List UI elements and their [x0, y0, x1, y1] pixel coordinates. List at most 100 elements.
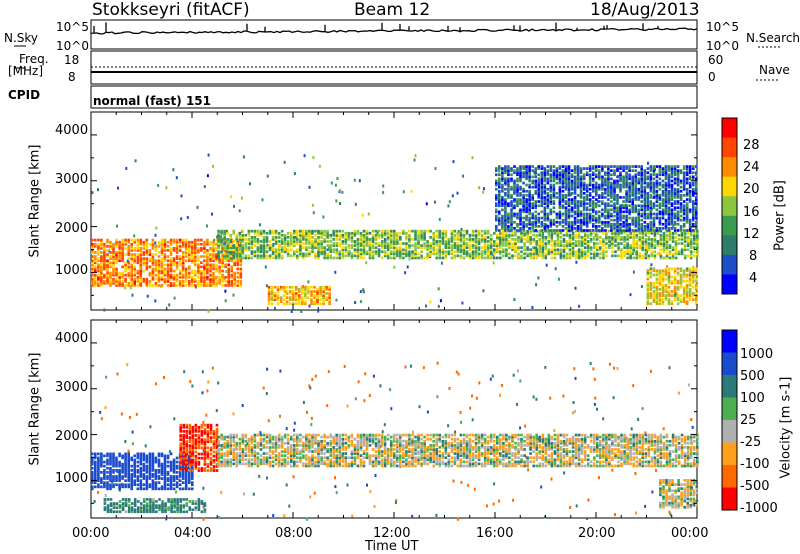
power-cell-0: [206, 259, 209, 263]
power-cell-4: [673, 165, 677, 168]
velocity-cell-0: [91, 462, 94, 466]
power-cell-0: [130, 271, 133, 275]
power-cell-2: [295, 296, 298, 299]
power-cell-4: [640, 229, 643, 232]
power-cell-4: [552, 175, 556, 179]
power-cell-4: [564, 175, 568, 179]
power-cell-4: [501, 200, 504, 203]
power-cell-4: [622, 179, 625, 183]
power-cell-0: [145, 242, 149, 246]
power-cell-0: [97, 280, 100, 283]
power-cell-4: [598, 214, 601, 218]
power-cell-2: [307, 296, 310, 299]
power-cell-3: [664, 267, 668, 271]
power-cell-1: [290, 231, 293, 235]
power-cell-2: [310, 302, 313, 306]
power-cell-4: [670, 185, 674, 189]
power-cell-4: [619, 173, 622, 177]
power-cell-0: [215, 265, 218, 269]
power-cell-3: [661, 273, 665, 277]
power-cell-4: [498, 165, 501, 168]
power-cell-1: [526, 240, 529, 243]
power-cell-2: [267, 302, 271, 306]
power-cell-4: [564, 171, 568, 175]
power-cell-1: [441, 236, 445, 239]
power-cell-0: [215, 269, 218, 273]
power-cell-1: [502, 244, 505, 247]
power-cell-1: [238, 233, 242, 237]
velocity-scatter: [512, 373, 515, 377]
power-cell-0: [154, 269, 158, 273]
power-cell-1: [605, 250, 608, 254]
power-cell-1: [496, 238, 499, 241]
velocity-scatter: [394, 501, 397, 505]
power-cell-4: [679, 179, 683, 183]
power-cell-0: [154, 244, 158, 248]
velocity-cell-0: [91, 475, 94, 478]
power-cell-1: [526, 246, 529, 249]
power-cell-4: [528, 206, 531, 210]
power-cell-1: [247, 242, 251, 245]
power-cell-4: [655, 229, 659, 232]
power-cell-4: [676, 179, 680, 183]
power-cell-4: [688, 171, 692, 175]
power-cell-1: [396, 231, 399, 235]
power-cell-0: [148, 271, 152, 275]
power-cell-4: [655, 204, 659, 208]
power-cell-4: [664, 204, 668, 208]
power-cell-0: [106, 253, 109, 256]
velocity-scatter: [368, 394, 371, 397]
power-cell-4: [582, 175, 586, 179]
velocity-cell-0: [97, 452, 100, 456]
velocity-cell-0: [94, 466, 97, 470]
power-cell-0: [142, 251, 146, 254]
power-cell-4: [561, 181, 565, 185]
power-cell-4: [640, 167, 643, 170]
power-cell-1: [499, 242, 502, 245]
power-cell-4: [585, 187, 589, 191]
power-cell-4: [670, 208, 674, 212]
power-cell-0: [121, 249, 124, 252]
power-cell-3: [692, 298, 695, 301]
power-cell-0: [133, 238, 136, 242]
power-cell-4: [685, 208, 689, 212]
power-cell-1: [420, 229, 423, 233]
power-cell-0: [191, 261, 194, 265]
power-cell-4: [625, 218, 628, 222]
power-cell-2: [322, 300, 325, 304]
power-scatter: [117, 186, 119, 190]
power-cell-1: [238, 238, 242, 241]
power-scatter: [290, 310, 293, 313]
power-cell-1: [480, 240, 484, 243]
power-cell-1: [620, 254, 623, 258]
power-cell-4: [549, 175, 553, 179]
power-cell-1: [511, 254, 514, 258]
power-cell-1: [520, 250, 523, 254]
power-cell-1: [277, 250, 281, 254]
power-cell-4: [664, 210, 668, 214]
power-cell-4: [625, 165, 628, 168]
power-cell-4: [576, 214, 580, 218]
power-cell-1: [402, 252, 405, 256]
power-cell-4: [564, 196, 568, 199]
power-cell-4: [504, 179, 507, 183]
power-cell-4: [595, 216, 598, 220]
power-cell-3: [679, 269, 683, 273]
power-cell-4: [498, 179, 501, 183]
power-cell-1: [326, 244, 329, 247]
power-cell-1: [459, 231, 463, 235]
power-cell-1: [577, 256, 581, 260]
power-cell-4: [661, 204, 665, 208]
power-cell-1: [444, 242, 448, 245]
velocity-scatter: [460, 420, 462, 424]
power-cell-1: [611, 240, 614, 243]
power-cell-3: [658, 296, 662, 299]
power-cell-1: [626, 248, 629, 252]
power-cell-0: [209, 242, 212, 246]
power-cell-4: [692, 200, 695, 203]
power-cell-4: [661, 227, 665, 230]
power-cell-4: [592, 177, 595, 181]
power-cell-4: [498, 200, 501, 203]
power-cell-4: [658, 183, 662, 187]
power-cell-4: [655, 173, 659, 177]
